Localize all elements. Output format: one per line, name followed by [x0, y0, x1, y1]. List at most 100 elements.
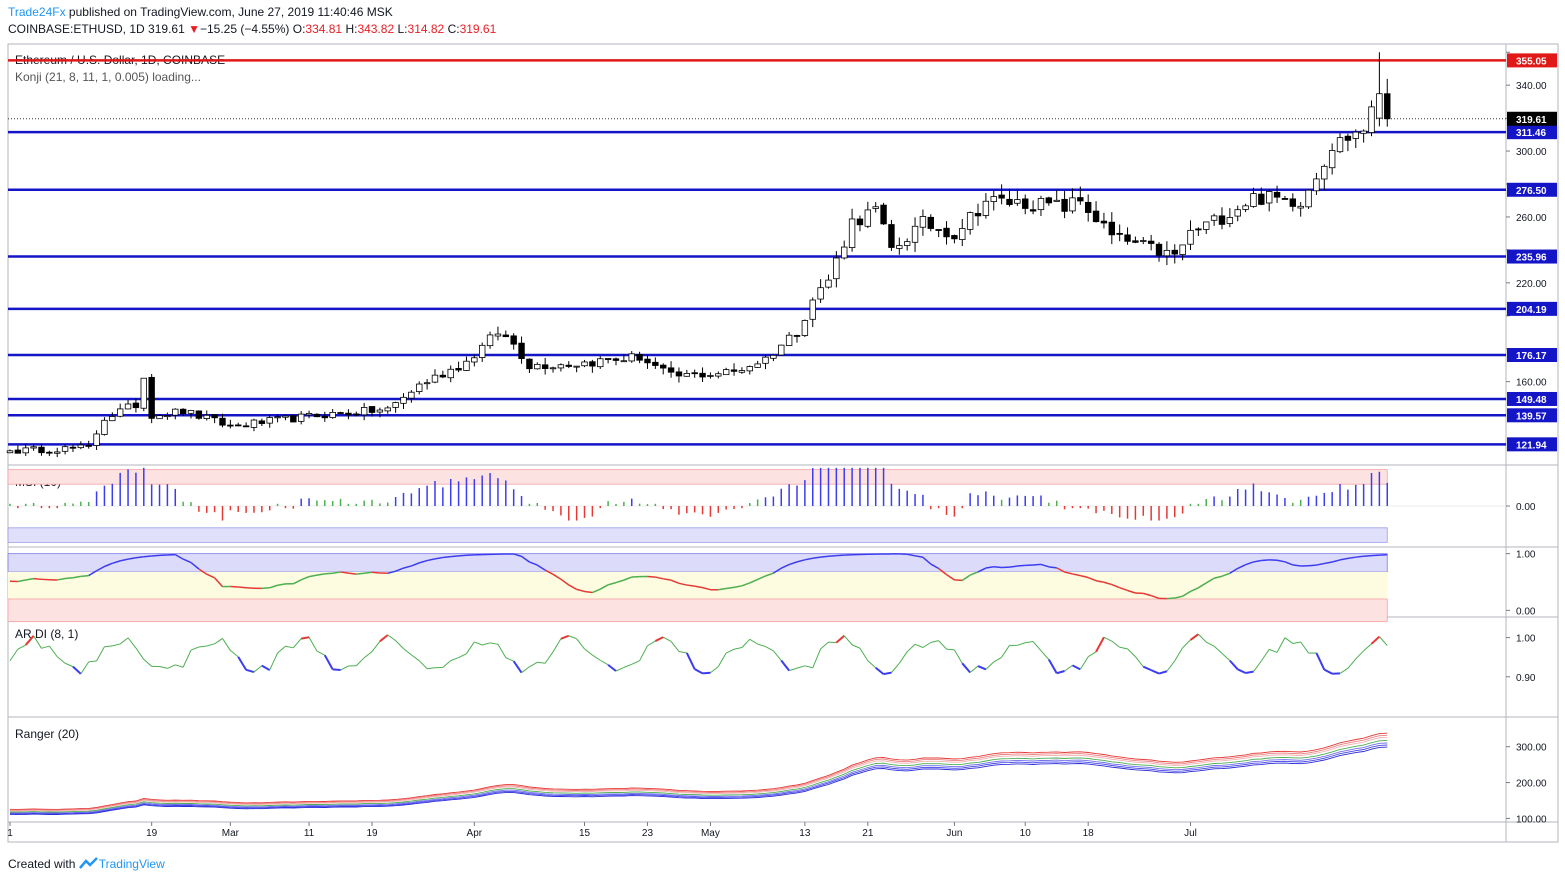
ardi-line [537, 661, 546, 664]
candle-body [903, 241, 911, 246]
tdi-line [647, 575, 656, 578]
tdi-line [403, 565, 412, 569]
tdi-line [395, 567, 404, 572]
candle-body [132, 402, 140, 409]
ardi-line [261, 664, 271, 671]
ardi-line [906, 643, 916, 653]
ardi-line [64, 662, 74, 668]
ardi-line [796, 665, 806, 669]
ardi-line [685, 652, 696, 670]
tdi-line [788, 561, 798, 566]
candle-body [368, 406, 376, 413]
candle-body [872, 206, 879, 209]
candle-body [612, 358, 620, 361]
tdi-line [1237, 564, 1246, 570]
ardi-line [175, 664, 184, 668]
candle-body [597, 358, 604, 368]
chart-frame [7, 43, 1559, 843]
tdi-line [1182, 590, 1191, 597]
tdi-line [607, 581, 617, 586]
tdi-line [702, 586, 711, 591]
subpanel-tick-label: 0.90 [1516, 673, 1536, 684]
ardi-line [702, 671, 711, 675]
candle-body [1014, 199, 1021, 204]
tradingview-link[interactable]: TradingView [98, 857, 165, 871]
tdi-line [599, 584, 609, 590]
candle-body [321, 415, 328, 419]
price-tick-label: 300.00 [1516, 147, 1547, 158]
tdi-line [914, 555, 924, 559]
candle-body [408, 391, 415, 399]
tdi-line [765, 572, 774, 577]
subpanel-tick-label: 200.00 [1516, 779, 1547, 790]
ardi-line [285, 645, 294, 649]
ardi-line [820, 641, 829, 650]
ardi-line [1047, 658, 1058, 674]
ardi-line [733, 646, 743, 650]
tdi-line [726, 586, 735, 590]
tdi-line [1127, 589, 1136, 594]
tdi-line [615, 579, 625, 584]
candle-body [683, 373, 691, 377]
candle-body [431, 374, 439, 383]
candle-body [1226, 217, 1234, 224]
time-tick-label: 15 [579, 828, 591, 839]
candle-body [730, 369, 738, 372]
candle-body [667, 367, 675, 373]
time-tick-label: 1 [7, 828, 13, 839]
tdi-line [112, 560, 121, 565]
ardi-line [828, 641, 837, 644]
author-link[interactable]: Trade24Fx [8, 5, 66, 19]
tdi-line [663, 578, 672, 581]
ardi-line [592, 654, 601, 661]
candle-body [589, 361, 596, 367]
tdi-line [1221, 572, 1231, 577]
tdi-line [623, 576, 633, 581]
candle-body [345, 412, 352, 416]
open-value: 334.81 [305, 22, 343, 36]
subpanel-tick-label: 1.00 [1516, 550, 1536, 561]
ardi-line [198, 645, 207, 648]
ardi-line [214, 638, 223, 645]
tdi-line [1150, 594, 1160, 600]
candle-body [935, 229, 942, 231]
candle-body [888, 224, 895, 248]
ardi-line [725, 648, 735, 654]
candle-body [494, 333, 502, 337]
candle-body [1006, 198, 1013, 205]
ardi-line [395, 640, 404, 649]
candle-body [880, 204, 887, 225]
candle-body [541, 364, 549, 369]
tdi-line [1166, 597, 1175, 600]
ardi-line [474, 641, 483, 646]
candle-body [54, 451, 61, 454]
level-label-box [1507, 182, 1557, 197]
tdi-line [387, 570, 396, 574]
tdi-line [1324, 561, 1333, 565]
tdi-line [1174, 595, 1183, 599]
ardi-line [891, 662, 900, 673]
candle-body [124, 403, 132, 410]
ardi-line [883, 671, 892, 676]
tdi-line [678, 582, 687, 586]
ardi-line [127, 637, 137, 649]
tdi-line [1205, 577, 1215, 584]
tdi-upper-zone [7, 553, 1388, 573]
candle-body [652, 361, 659, 366]
down-arrow-icon: ▼ [188, 22, 200, 36]
tdi-line [946, 574, 955, 581]
tdi-line [1190, 587, 1199, 593]
candle-body [998, 194, 1005, 199]
ardi-line [222, 638, 231, 651]
candle-body [116, 408, 124, 417]
level-label: 311.46 [1516, 128, 1546, 139]
tdi-line [536, 564, 546, 571]
ardi-line [898, 651, 908, 664]
last-price: 319.61 [148, 22, 185, 36]
candle-body [1132, 240, 1139, 243]
ardi-line [167, 664, 176, 669]
tdi-line [560, 578, 570, 586]
ardi-line [788, 667, 798, 672]
tdi-line [1080, 574, 1089, 579]
